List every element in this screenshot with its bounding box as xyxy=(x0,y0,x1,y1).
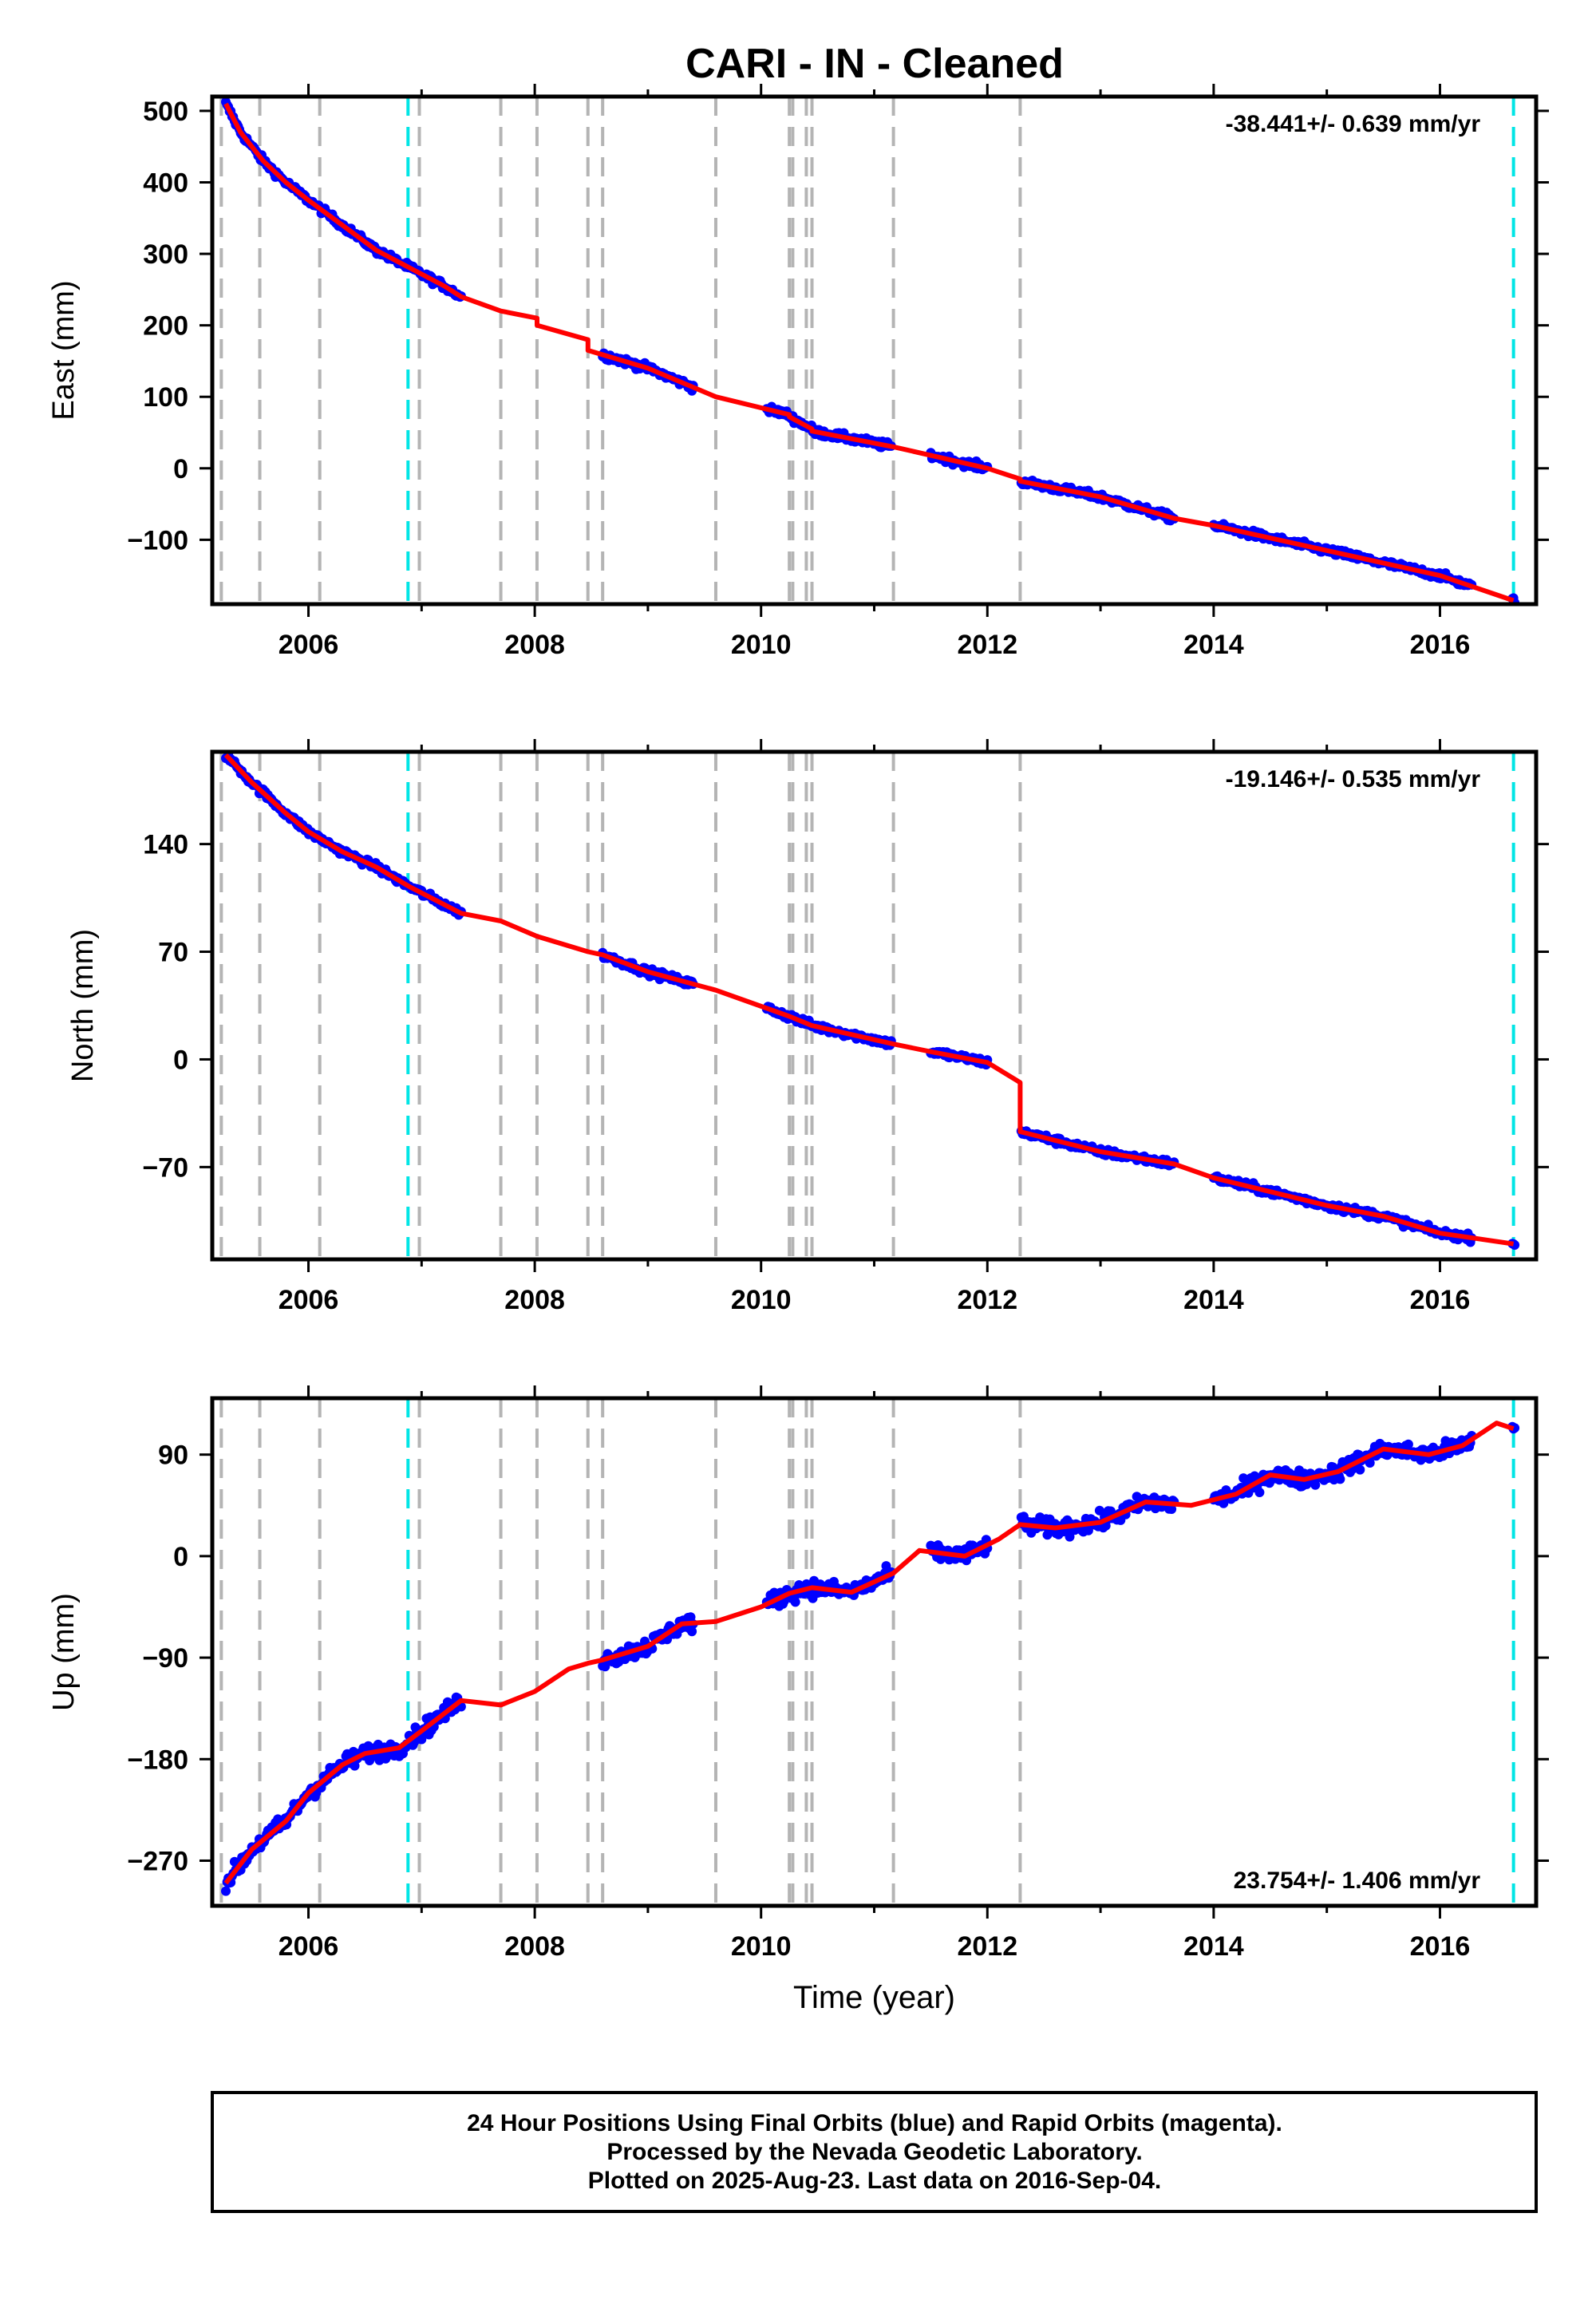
x-tick-label: 2008 xyxy=(504,1285,565,1315)
x-tick-label: 2008 xyxy=(504,630,565,660)
data-point xyxy=(350,1761,360,1771)
x-tick-label: 2012 xyxy=(957,630,1017,660)
data-point xyxy=(790,1597,800,1607)
data-point xyxy=(1403,1439,1413,1449)
panels: 500 400 300 200 100 0 −100 2006 2008 2010 2012 2014… xyxy=(47,84,1549,2015)
model-line xyxy=(223,753,1515,1247)
panel-3: 90 0 −90 −180 −270 2006 2008 2010 2012 2014 2016 Up… xyxy=(47,1385,1549,2015)
x-tick-label: 2014 xyxy=(1183,1931,1244,1962)
plot-area xyxy=(219,1398,1520,1906)
y-tick-label: 0 xyxy=(173,1542,188,1572)
data-point xyxy=(1065,1531,1075,1542)
plot-frame xyxy=(210,94,1539,607)
data-point xyxy=(687,1626,697,1637)
x-tick-label: 2006 xyxy=(279,630,339,660)
x-tick-label: 2016 xyxy=(1410,630,1471,660)
y-tick-label: 100 xyxy=(143,382,188,413)
panel-2: 140 70 0 −70 2006 2008 2010 2012 2014 2016 North (… xyxy=(66,739,1549,1315)
plot-area xyxy=(219,97,1520,604)
x-tick-label: 2014 xyxy=(1183,1285,1244,1315)
x-tick-label: 2014 xyxy=(1183,630,1244,660)
footer-line-1: 24 Hour Positions Using Final Orbits (bl… xyxy=(467,2110,1282,2136)
model-line xyxy=(223,102,1515,603)
chart-title: CARI - IN - Cleaned xyxy=(685,41,1064,87)
x-tick-label: 2012 xyxy=(957,1931,1017,1962)
x-tick-label: 2008 xyxy=(504,1931,565,1962)
footer-line-3: Plotted on 2025-Aug-23. Last data on 201… xyxy=(588,2168,1162,2194)
rate-label: -19.146+/- 0.535 mm/yr xyxy=(1226,766,1481,792)
footer-line-2: Processed by the Nevada Geodetic Laborat… xyxy=(606,2139,1142,2165)
y-tick-label: 500 xyxy=(143,97,188,127)
x-tick-label: 2016 xyxy=(1410,1285,1471,1315)
y-tick-label: −100 xyxy=(127,525,188,555)
plot-area xyxy=(219,752,1520,1259)
y-tick-label: 400 xyxy=(143,168,188,198)
data-point xyxy=(1254,1488,1265,1497)
y-tick-label: −90 xyxy=(142,1643,188,1674)
footer-box xyxy=(211,2091,1538,2213)
y-axis-label: North (mm) xyxy=(66,929,100,1082)
x-tick-label: 2016 xyxy=(1410,1931,1471,1962)
y-tick-label: −180 xyxy=(127,1745,188,1775)
x-tick-label: 2012 xyxy=(957,1285,1017,1315)
y-tick-label: −270 xyxy=(127,1846,188,1876)
x-tick-label: 2006 xyxy=(279,1285,339,1315)
data-point xyxy=(221,1886,231,1896)
x-axis-label: Time (year) xyxy=(793,1980,955,2015)
x-tick-label: 2010 xyxy=(731,1931,792,1962)
x-tick-label: 2010 xyxy=(731,630,792,660)
data-point xyxy=(1335,1474,1345,1484)
y-tick-label: −70 xyxy=(142,1152,188,1183)
y-tick-label: 200 xyxy=(143,311,188,342)
rate-label: 23.754+/- 1.406 mm/yr xyxy=(1234,1867,1481,1894)
y-tick-label: 70 xyxy=(158,938,188,968)
y-tick-label: 140 xyxy=(143,830,188,860)
y-tick-label: 300 xyxy=(143,239,188,270)
data-point xyxy=(600,1662,610,1672)
y-tick-label: 0 xyxy=(173,454,188,484)
y-tick-label: 90 xyxy=(158,1441,188,1471)
rate-label: -38.441+/- 0.639 mm/yr xyxy=(1226,111,1481,137)
panel-1: 500 400 300 200 100 0 −100 2006 2008 2010 2012 2014… xyxy=(47,84,1549,660)
y-tick-label: 0 xyxy=(173,1045,188,1075)
x-tick-label: 2006 xyxy=(279,1931,339,1962)
y-axis-label: Up (mm) xyxy=(47,1593,81,1711)
daily-positions xyxy=(221,97,1520,604)
model-line xyxy=(223,1421,1515,1885)
y-axis-label: East (mm) xyxy=(47,280,81,420)
data-point xyxy=(1167,1504,1177,1514)
data-point xyxy=(1355,1464,1365,1475)
daily-positions xyxy=(221,1421,1520,1896)
daily-positions xyxy=(221,752,1520,1250)
data-point xyxy=(1365,1458,1375,1468)
x-tick-label: 2010 xyxy=(731,1285,792,1315)
plot-frame xyxy=(210,749,1539,1262)
data-point xyxy=(417,1734,427,1745)
